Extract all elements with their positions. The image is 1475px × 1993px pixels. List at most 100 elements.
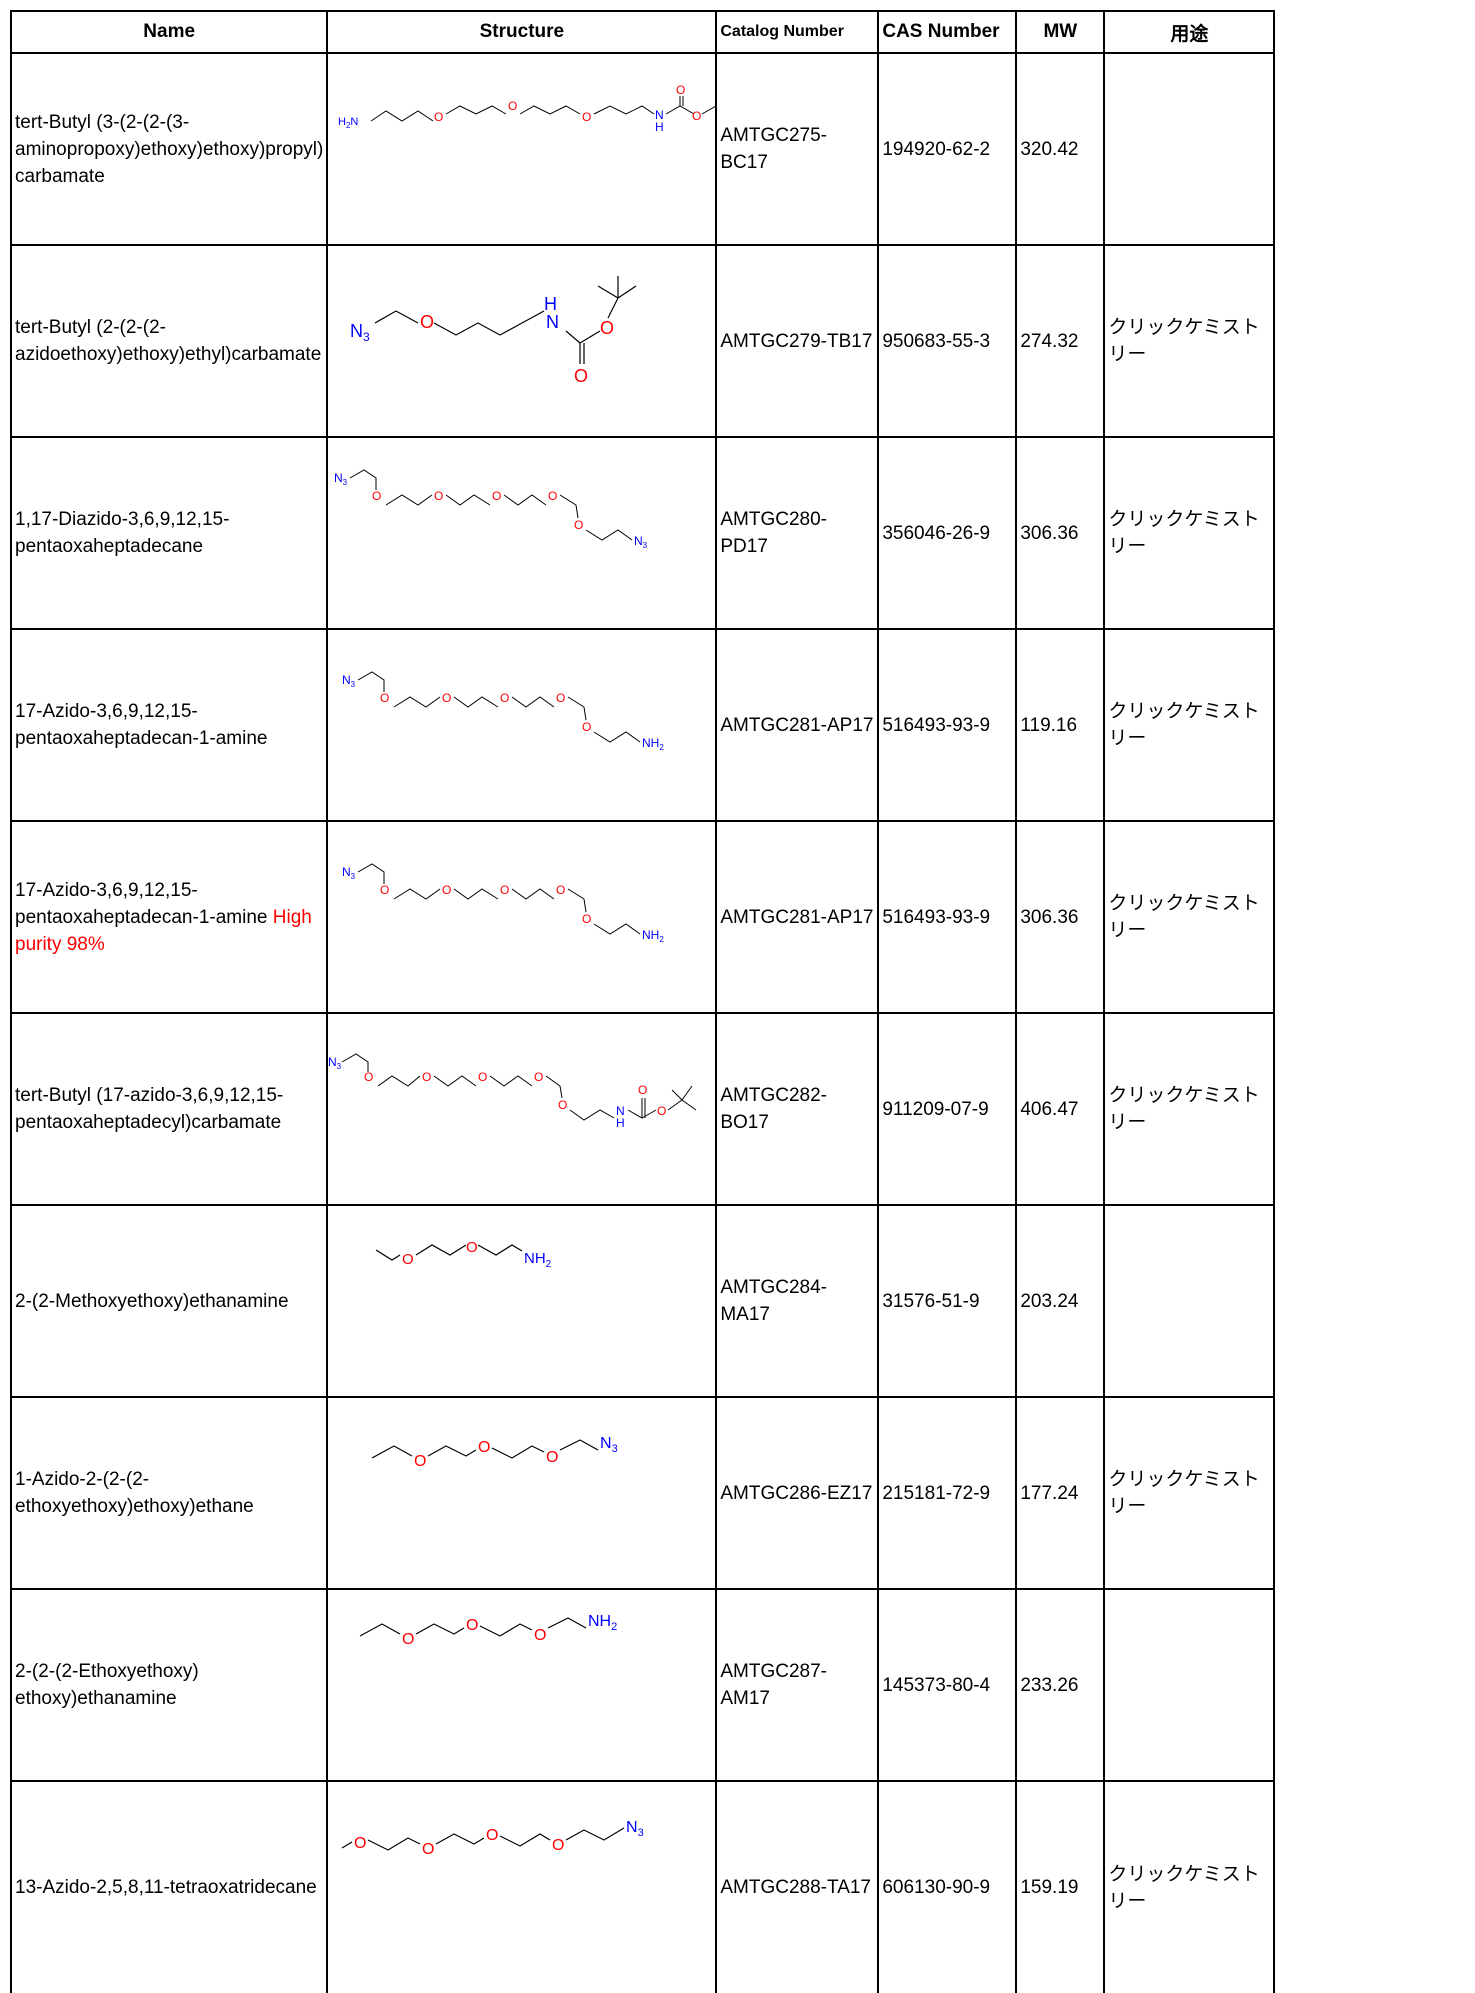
table-row: 13-Azido-2,5,8,11-tetraoxatridecane O O … xyxy=(9,1780,1276,1993)
use-cell xyxy=(1103,1204,1276,1398)
name-cell: tert-Butyl (3-(2-(2-(3-aminopropoxy)etho… xyxy=(9,52,329,246)
structure-cell: H2N O O O N H O O xyxy=(326,52,718,246)
compound-name: 1-Azido-2-(2-(2-ethoxyethoxy)ethoxy)etha… xyxy=(15,1469,254,1517)
structure-diagram: N3 O O O O O NH2 xyxy=(342,863,665,944)
azide-label: N3 xyxy=(328,1055,342,1071)
oxygen-label: O xyxy=(574,366,588,386)
structure-diagram: H2N O O O N H O O xyxy=(338,83,716,134)
use-cell xyxy=(1103,1588,1276,1782)
cas-number-cell: 31576-51-9 xyxy=(877,1204,1018,1398)
oxygen-label: O xyxy=(442,883,451,897)
cas-number-cell: 516493-93-9 xyxy=(877,628,1018,822)
amine-label: NH2 xyxy=(642,928,664,944)
catalog-number-cell: AMTGC287-AM17 xyxy=(715,1588,880,1782)
use-cell: クリックケミストリー xyxy=(1103,1396,1276,1590)
compound-name: 13-Azido-2,5,8,11-tetraoxatridecane xyxy=(15,1877,317,1898)
structure-diagram: N3 O O O O O N3 xyxy=(334,469,648,550)
table-row: 1-Azido-2-(2-(2-ethoxyethoxy)ethoxy)etha… xyxy=(9,1396,1276,1590)
header-mw: MW xyxy=(1015,10,1106,54)
cas-number-cell: 516493-93-9 xyxy=(877,820,1018,1014)
use-cell xyxy=(1103,52,1276,246)
oxygen-label: O xyxy=(434,489,443,503)
catalog-number-cell: AMTGC282-BO17 xyxy=(715,1012,880,1206)
oxygen-label: O xyxy=(402,1631,414,1648)
catalog-number-cell: AMTGC281-AP17 xyxy=(715,820,880,1014)
name-cell: 2-(2-(2-Ethoxyethoxy) ethoxy)ethanamine xyxy=(9,1588,329,1782)
table-row: tert-Butyl (3-(2-(2-(3-aminopropoxy)etho… xyxy=(9,52,1276,246)
catalog-number-cell: AMTGC286-EZ17 xyxy=(715,1396,880,1590)
header-catalog-number: Catalog Number xyxy=(715,10,880,54)
mw-cell: 233.26 xyxy=(1015,1588,1106,1782)
oxygen-label: O xyxy=(402,1251,414,1268)
mw-cell: 306.36 xyxy=(1015,436,1106,630)
table-row: 17-Azido-3,6,9,12,15-pentaoxaheptadecan-… xyxy=(9,628,1276,822)
compound-name: 2-(2-Methoxyethoxy)ethanamine xyxy=(15,1290,289,1312)
structure-cell: O O O NH2 xyxy=(326,1588,718,1782)
nitrogen-label: N xyxy=(546,312,559,332)
amine-label: H2N xyxy=(338,116,358,130)
compound-name: 17-Azido-3,6,9,12,15-pentaoxaheptadecan-… xyxy=(15,701,268,749)
catalog-number-cell: AMTGC279-TB17 xyxy=(715,244,880,438)
catalog-number-cell: AMTGC281-AP17 xyxy=(715,628,880,822)
structure-cell: O O O O N3 xyxy=(326,1780,718,1993)
compound-name: tert-Butyl (3-(2-(2-(3-aminopropoxy)etho… xyxy=(15,111,324,187)
oxygen-label: O xyxy=(478,1439,490,1456)
table-row: 17-Azido-3,6,9,12,15-pentaoxaheptadecan-… xyxy=(9,820,1276,1014)
structure-diagram: O O O NH2 xyxy=(360,1613,618,1648)
oxygen-label: O xyxy=(466,1239,478,1256)
name-cell: 1-Azido-2-(2-(2-ethoxyethoxy)ethoxy)etha… xyxy=(9,1396,329,1590)
catalog-number-cell: AMTGC275-BC17 xyxy=(715,52,880,246)
oxygen-label: O xyxy=(442,691,451,705)
header-cas-number: CAS Number xyxy=(877,10,1018,54)
oxygen-label: O xyxy=(492,489,501,503)
structure-diagram: N3 O O O O O N H O O xyxy=(328,1053,697,1130)
oxygen-label: O xyxy=(534,1627,546,1644)
use-cell: クリックケミストリー xyxy=(1103,820,1276,1014)
structure-cell: N3 O O O O O N H O O xyxy=(326,1012,718,1206)
oxygen-label: O xyxy=(364,1070,373,1084)
name-cell: tert-Butyl (2-(2-(2-azidoethoxy)ethoxy)e… xyxy=(9,244,329,438)
name-cell: 17-Azido-3,6,9,12,15-pentaoxaheptadecan-… xyxy=(9,628,329,822)
oxygen-label: O xyxy=(657,1104,666,1118)
azide-label: N3 xyxy=(600,1435,618,1455)
cas-number-cell: 215181-72-9 xyxy=(877,1396,1018,1590)
cas-number-cell: 911209-07-9 xyxy=(877,1012,1018,1206)
use-cell: クリックケミストリー xyxy=(1103,1780,1276,1993)
azide-label: N3 xyxy=(342,865,356,881)
oxygen-label: O xyxy=(692,109,701,123)
oxygen-label: O xyxy=(552,1837,564,1854)
mw-cell: 406.47 xyxy=(1015,1012,1106,1206)
oxygen-label: O xyxy=(582,110,591,124)
structure-cell: N3 O O O O O N3 xyxy=(326,436,718,630)
product-table: Name Structure Catalog Number CAS Number… xyxy=(9,10,1276,1993)
compound-name: 1,17-Diazido-3,6,9,12,15-pentaoxaheptade… xyxy=(15,509,230,557)
oxygen-label: O xyxy=(414,1453,426,1470)
oxygen-label: O xyxy=(556,691,565,705)
oxygen-label: O xyxy=(478,1070,487,1084)
hydrogen-label: H xyxy=(616,1116,625,1130)
mw-cell: 274.32 xyxy=(1015,244,1106,438)
cas-number-cell: 145373-80-4 xyxy=(877,1588,1018,1782)
hydrogen-label: H xyxy=(655,120,664,134)
use-cell: クリックケミストリー xyxy=(1103,1012,1276,1206)
azide-label: N3 xyxy=(334,471,348,487)
oxygen-label: O xyxy=(546,1449,558,1466)
nitrogen-label: N xyxy=(616,1104,625,1118)
oxygen-label: O xyxy=(558,1098,567,1112)
name-cell: 1,17-Diazido-3,6,9,12,15-pentaoxaheptade… xyxy=(9,436,329,630)
name-cell: 13-Azido-2,5,8,11-tetraoxatridecane xyxy=(9,1780,329,1993)
structure-diagram: N3 O O O O O NH2 xyxy=(342,671,665,752)
cas-number-cell: 356046-26-9 xyxy=(877,436,1018,630)
oxygen-label: O xyxy=(508,99,517,113)
amine-label: NH2 xyxy=(642,736,664,752)
cas-number-cell: 606130-90-9 xyxy=(877,1780,1018,1993)
oxygen-label: O xyxy=(556,883,565,897)
oxygen-label: O xyxy=(354,1835,366,1852)
structure-cell: O O O N3 xyxy=(326,1396,718,1590)
compound-name: 2-(2-(2-Ethoxyethoxy) ethoxy)ethanamine xyxy=(15,1661,199,1709)
table-row: 2-(2-(2-Ethoxyethoxy) ethoxy)ethanamine … xyxy=(9,1588,1276,1782)
compound-name: tert-Butyl (17-azido-3,6,9,12,15-pentaox… xyxy=(15,1085,284,1133)
mw-cell: 119.16 xyxy=(1015,628,1106,822)
catalog-number-cell: AMTGC288-TA17 xyxy=(715,1780,880,1993)
name-cell: 17-Azido-3,6,9,12,15-pentaoxaheptadecan-… xyxy=(9,820,329,1014)
